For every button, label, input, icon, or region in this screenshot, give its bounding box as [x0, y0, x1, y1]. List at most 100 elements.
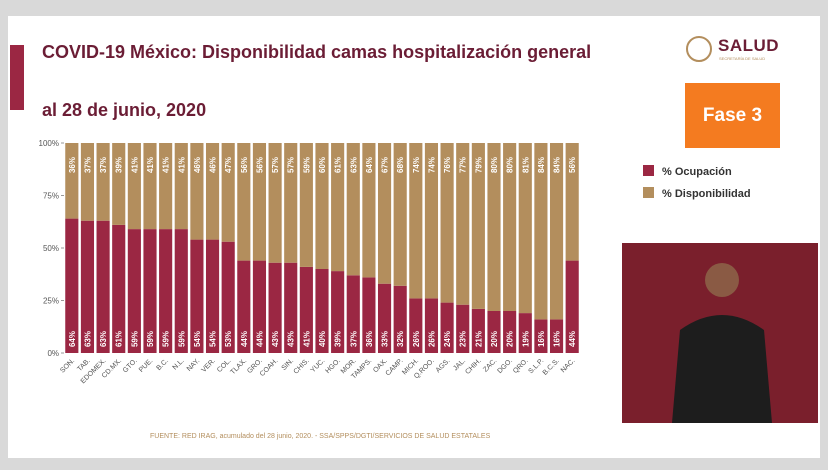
bar-segment	[315, 143, 329, 269]
value-label: 61%	[334, 157, 343, 173]
chart-subtitle: al 28 de junio, 2020	[42, 100, 207, 120]
bar-segment	[409, 298, 423, 353]
legend-swatch	[643, 165, 654, 176]
bar-segment	[503, 143, 517, 311]
value-label: 37%	[99, 157, 108, 173]
value-label: 41%	[130, 157, 139, 173]
bar-segment	[549, 319, 564, 353]
chart-title: COVID-19 México: Disponibilidad camas ho…	[42, 42, 592, 62]
bar-segment	[252, 260, 267, 353]
legend-swatch	[643, 187, 654, 198]
value-label: 41%	[302, 331, 311, 347]
value-label: 20%	[490, 331, 499, 347]
bar-segment	[221, 143, 235, 242]
bar-segment	[284, 262, 298, 353]
logo-name: SALUD	[718, 36, 780, 55]
bar-segment	[440, 143, 454, 303]
value-label: 37%	[83, 157, 92, 173]
value-label: 20%	[506, 331, 515, 347]
value-label: 41%	[146, 157, 155, 173]
value-label: 84%	[553, 157, 562, 173]
value-label: 84%	[537, 157, 546, 173]
bar-segment	[221, 241, 235, 353]
bar-segment	[190, 143, 204, 240]
bar-segment	[96, 143, 110, 221]
logo-subtitle: SECRETARÍA DE SALUD	[719, 56, 766, 61]
accent-bar	[10, 45, 24, 110]
value-label: 59%	[146, 331, 155, 347]
bar-segment	[409, 143, 423, 299]
value-label: 46%	[193, 157, 202, 173]
value-label: 61%	[115, 331, 124, 347]
value-label: 59%	[162, 331, 171, 347]
value-label: 32%	[396, 331, 405, 347]
bar-segment	[112, 143, 126, 225]
bar-segment	[456, 143, 470, 305]
value-label: 44%	[240, 331, 249, 347]
value-label: 63%	[83, 331, 92, 347]
bar-segment	[549, 143, 564, 320]
value-label: 74%	[427, 157, 436, 173]
value-label: 23%	[459, 331, 468, 347]
value-label: 36%	[365, 331, 374, 347]
value-label: 77%	[459, 157, 468, 173]
interpreter-head	[705, 263, 739, 297]
bar-segment	[346, 143, 360, 276]
value-label: 79%	[474, 157, 483, 173]
bar-segment	[174, 229, 188, 353]
bar-segment	[487, 311, 501, 353]
bar-segment	[440, 302, 454, 353]
value-label: 16%	[537, 331, 546, 347]
bar-segment	[112, 224, 126, 353]
bar-segment	[456, 304, 470, 353]
value-label: 40%	[318, 331, 327, 347]
bar-segment	[471, 308, 485, 353]
value-label: 33%	[381, 331, 390, 347]
value-label: 26%	[412, 331, 421, 347]
value-label: 60%	[318, 157, 327, 173]
bar-segment	[518, 313, 532, 353]
legend-label: % Disponibilidad	[662, 188, 751, 200]
value-label: 59%	[130, 331, 139, 347]
value-label: 41%	[177, 157, 186, 173]
bar-segment	[268, 262, 282, 353]
interpreter-body	[672, 315, 772, 423]
value-label: 56%	[240, 157, 249, 173]
value-label: 43%	[287, 331, 296, 347]
value-label: 59%	[302, 157, 311, 173]
bar-segment	[362, 277, 376, 353]
y-tick-label: 75%	[43, 192, 59, 201]
bar-segment	[205, 143, 220, 240]
value-label: 44%	[568, 331, 577, 347]
bar-segment	[190, 239, 204, 353]
bar-segment	[393, 285, 407, 353]
bar-segment	[174, 143, 188, 230]
bar-segment	[237, 260, 251, 353]
value-label: 54%	[209, 331, 218, 347]
value-label: 56%	[568, 157, 577, 173]
bar-segment	[252, 143, 267, 261]
value-label: 36%	[68, 157, 77, 173]
value-label: 67%	[381, 157, 390, 173]
bar-segment	[284, 143, 298, 263]
bar-segment	[205, 239, 220, 353]
value-label: 39%	[115, 157, 124, 173]
bar-segment	[331, 143, 345, 272]
value-label: 63%	[349, 157, 358, 173]
bar-segment	[143, 229, 157, 353]
bar-segment	[377, 143, 392, 284]
value-label: 57%	[271, 157, 280, 173]
value-label: 37%	[349, 331, 358, 347]
value-label: 64%	[365, 157, 374, 173]
bar-segment	[315, 269, 329, 353]
bar-segment	[503, 311, 517, 353]
value-label: 21%	[474, 331, 483, 347]
bar-segment	[424, 143, 439, 299]
y-tick-label: 50%	[43, 244, 59, 253]
bar-segment	[268, 143, 282, 263]
bar-segment	[565, 143, 579, 261]
value-label: 56%	[255, 157, 264, 173]
bar-segment	[159, 229, 173, 353]
